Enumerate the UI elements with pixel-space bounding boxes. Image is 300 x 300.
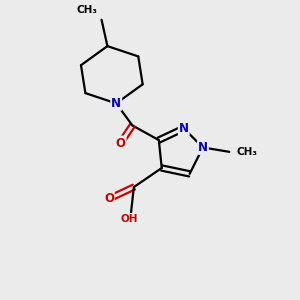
Text: O: O xyxy=(116,136,126,149)
Text: N: N xyxy=(198,141,208,154)
Text: N: N xyxy=(179,122,189,135)
Text: N: N xyxy=(111,97,121,110)
Text: O: O xyxy=(104,192,114,205)
Text: OH: OH xyxy=(121,214,138,224)
Text: CH₃: CH₃ xyxy=(237,147,258,157)
Text: CH₃: CH₃ xyxy=(76,5,97,15)
